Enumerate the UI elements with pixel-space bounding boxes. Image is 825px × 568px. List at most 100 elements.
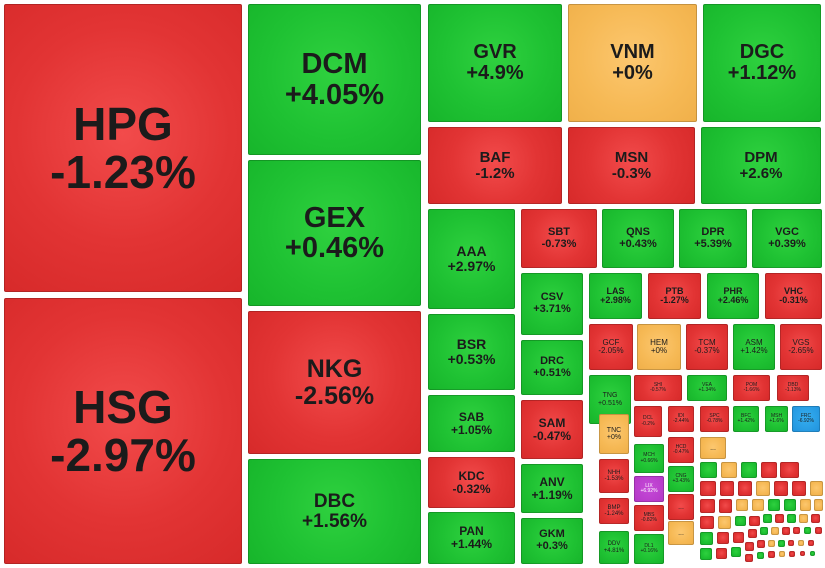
tile-small[interactable] xyxy=(719,499,732,513)
tile-small[interactable] xyxy=(700,548,712,560)
tile-small[interactable] xyxy=(718,516,731,529)
tile-dcl[interactable]: DCL -0.2% xyxy=(634,406,662,437)
tile-bmp[interactable]: BMP -1.24% xyxy=(599,498,629,524)
tile-small[interactable] xyxy=(771,527,779,535)
tile-small[interactable] xyxy=(792,481,806,496)
tile-small[interactable] xyxy=(735,516,746,526)
tile-small[interactable] xyxy=(700,499,715,513)
tile-sbt[interactable]: SBT -0.73% xyxy=(521,209,597,268)
tile-mbs[interactable]: MBS -0.82% xyxy=(634,505,664,531)
tile-anv[interactable]: ANV +1.19% xyxy=(521,464,583,513)
tile-small[interactable] xyxy=(774,481,788,496)
tile-dbc[interactable]: DBC +1.56% xyxy=(248,459,421,564)
tile-vgs[interactable]: VGS -2.65% xyxy=(780,324,822,370)
tile-aaa[interactable]: AAA +2.97% xyxy=(428,209,515,309)
tile-dpr[interactable]: DPR +5.39% xyxy=(679,209,747,268)
tile-sam[interactable]: SAM -0.47% xyxy=(521,400,583,459)
tile-small[interactable] xyxy=(814,499,823,511)
tile-kdc[interactable]: KDC -0.32% xyxy=(428,457,515,508)
tile-tnc[interactable]: TNC +0% xyxy=(599,414,629,454)
tile-small[interactable] xyxy=(748,529,757,538)
tile-dl1[interactable]: DL1 +0.16% xyxy=(634,534,664,564)
tile-small[interactable] xyxy=(717,532,729,544)
tile-small[interactable] xyxy=(720,481,734,496)
tile-pan[interactable]: PAN +1.44% xyxy=(428,512,515,564)
tile-small[interactable] xyxy=(721,462,737,478)
tile-small[interactable] xyxy=(782,527,790,535)
tile-small[interactable] xyxy=(716,548,727,559)
tile-small[interactable] xyxy=(788,540,794,546)
tile-gex[interactable]: GEX +0.46% xyxy=(248,160,421,306)
tile-small[interactable] xyxy=(804,527,811,534)
tile-small[interactable] xyxy=(733,532,744,543)
tile-bsr[interactable]: BSR +0.53% xyxy=(428,314,515,390)
tile-lix[interactable]: LIX +6.92% xyxy=(634,476,664,502)
tile-idi[interactable]: IDI -2.44% xyxy=(668,406,694,432)
tile-csv[interactable]: CSV +3.71% xyxy=(521,273,583,335)
tile-small[interactable] xyxy=(749,516,760,526)
tile-small[interactable] xyxy=(760,527,768,535)
tile-small[interactable] xyxy=(700,532,713,545)
tile-mch[interactable]: MCH +0.66% xyxy=(634,444,664,473)
tile-small[interactable]: ... xyxy=(700,437,726,459)
tile-small[interactable] xyxy=(784,499,796,511)
tile-gvr[interactable]: GVR +4.9% xyxy=(428,4,562,122)
tile-spc[interactable]: SPC -0.78% xyxy=(700,406,729,432)
tile-sab[interactable]: SAB +1.05% xyxy=(428,395,515,452)
tile-small[interactable] xyxy=(756,481,770,496)
tile-drc[interactable]: DRC +0.51% xyxy=(521,340,583,395)
tile-gcf[interactable]: GCF -2.05% xyxy=(589,324,633,370)
tile-small[interactable] xyxy=(779,551,785,557)
tile-small[interactable] xyxy=(799,514,808,523)
tile-small[interactable] xyxy=(700,462,717,478)
tile-small[interactable]: ... xyxy=(668,494,694,520)
tile-small[interactable] xyxy=(700,481,716,496)
tile-small[interactable] xyxy=(738,481,752,496)
tile-small[interactable] xyxy=(800,499,811,511)
tile-hem[interactable]: HEM +0% xyxy=(637,324,681,370)
tile-dbd[interactable]: DBD -1.13% xyxy=(777,375,809,401)
tile-small[interactable] xyxy=(745,542,754,551)
tile-cng[interactable]: CNG +3.43% xyxy=(668,466,694,492)
tile-hpg[interactable]: HPG -1.23% xyxy=(4,4,242,292)
tile-qns[interactable]: QNS +0.43% xyxy=(602,209,674,268)
tile-small[interactable] xyxy=(731,547,741,557)
tile-ptb[interactable]: PTB -1.27% xyxy=(648,273,701,319)
tile-phr[interactable]: PHR +2.46% xyxy=(707,273,759,319)
tile-small[interactable] xyxy=(757,540,765,548)
tile-las[interactable]: LAS +2.98% xyxy=(589,273,642,319)
tile-nkg[interactable]: NKG -2.56% xyxy=(248,311,421,454)
tile-gkm[interactable]: GKM +0.3% xyxy=(521,518,583,564)
tile-small[interactable] xyxy=(798,540,804,546)
tile-asm[interactable]: ASM +1.42% xyxy=(733,324,775,370)
tile-hsg[interactable]: HSG -2.97% xyxy=(4,298,242,564)
tile-small[interactable] xyxy=(778,540,785,547)
tile-frc[interactable]: FRC -6.92% xyxy=(792,406,820,432)
tile-tcm[interactable]: TCM -0.37% xyxy=(686,324,728,370)
tile-ddv[interactable]: DDV +4.81% xyxy=(599,531,629,564)
tile-bfc[interactable]: BFC +1.42% xyxy=(733,406,759,432)
tile-nhh[interactable]: NHH -1.53% xyxy=(599,459,629,493)
tile-small[interactable] xyxy=(815,527,822,534)
tile-small[interactable] xyxy=(768,499,780,511)
tile-small[interactable] xyxy=(780,462,799,478)
tile-small[interactable] xyxy=(787,514,796,523)
tile-small[interactable] xyxy=(768,540,775,547)
tile-small[interactable] xyxy=(752,499,764,511)
tile-msn[interactable]: MSN -0.3% xyxy=(568,127,695,204)
tile-small[interactable] xyxy=(700,516,714,529)
tile-msh[interactable]: MSH +1.6% xyxy=(765,406,788,432)
tile-small[interactable] xyxy=(810,551,815,556)
tile-vhc[interactable]: VHC -0.31% xyxy=(765,273,822,319)
tile-small[interactable] xyxy=(789,551,795,557)
tile-small[interactable] xyxy=(763,514,772,523)
tile-small[interactable]: ... xyxy=(668,521,694,545)
tile-hcd[interactable]: HCD -0.47% xyxy=(668,437,694,463)
tile-small[interactable] xyxy=(757,552,764,559)
tile-small[interactable] xyxy=(811,514,820,523)
tile-baf[interactable]: BAF -1.2% xyxy=(428,127,562,204)
tile-small[interactable] xyxy=(800,551,805,556)
tile-small[interactable] xyxy=(736,499,748,511)
tile-small[interactable] xyxy=(741,462,757,478)
tile-vea[interactable]: VEA +1.34% xyxy=(687,375,727,401)
